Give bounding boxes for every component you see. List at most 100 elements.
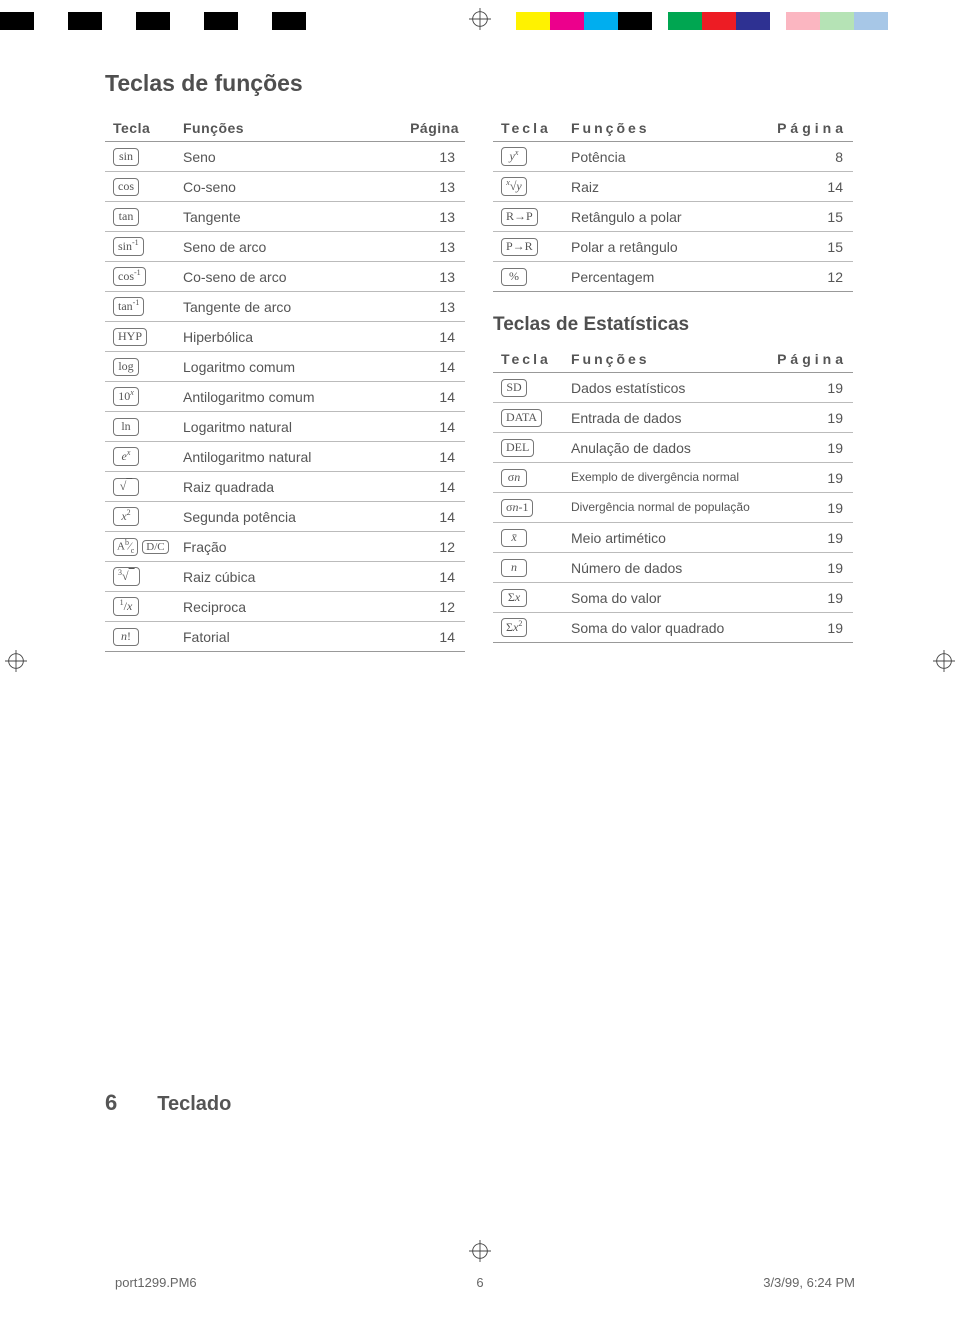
table-row: 3√ Raiz cúbica14 [105,562,465,592]
color-swatch [238,12,272,30]
table-row: lnLogaritmo natural14 [105,412,465,442]
table-row: x2Segunda potência14 [105,502,465,532]
table-row: sin-1Seno de arco13 [105,232,465,262]
key-cell: ex [105,442,175,472]
key-cell: cos [105,172,175,202]
color-swatch [854,12,888,30]
function-cell: Raiz cúbica [175,562,402,592]
page-footer: 6 Teclado [105,1090,231,1116]
function-cell: Raiz [563,172,769,202]
function-cell: Meio artimético [563,523,769,553]
table-row: 10xAntilogaritmo comum14 [105,382,465,412]
page-cell: 14 [769,172,853,202]
registration-mark-icon [468,1240,492,1264]
function-cell: Tangente [175,202,402,232]
table-row: 1/xReciproca12 [105,592,465,622]
table-row: R→PRetângulo a polar15 [493,202,853,232]
function-cell: Soma do valor [563,583,769,613]
function-cell: Segunda potência [175,502,402,532]
page-cell: 19 [769,463,853,493]
key-cell: σn-1 [493,493,563,523]
color-swatch [652,12,668,30]
table-row: DELAnulação de dados19 [493,433,853,463]
color-swatch [736,12,770,30]
key-cell: P→R [493,232,563,262]
color-swatch [272,12,306,30]
function-cell: Logaritmo comum [175,352,402,382]
color-swatch [102,12,136,30]
registration-mark-icon [468,8,492,32]
key-cell: Ab⁄c D/C [105,532,175,562]
function-cell: Antilogaritmo comum [175,382,402,412]
key-cell: 1/x [105,592,175,622]
meta-page: 6 [476,1275,483,1290]
key-cell: tan [105,202,175,232]
key-cell: sin-1 [105,232,175,262]
key-cell: ln [105,412,175,442]
function-cell: Fração [175,532,402,562]
key-cell: √ [105,472,175,502]
function-cell: Número de dados [563,553,769,583]
page-cell: 8 [769,142,853,172]
function-cell: Dados estatísticos [563,373,769,403]
key-cell: x2 [105,502,175,532]
function-cell: Exemplo de divergência normal [563,463,769,493]
key-cell: Σx2 [493,613,563,643]
table-row: tan-1Tangente de arco13 [105,292,465,322]
col-header-pagina: Página [769,346,853,373]
color-swatch [34,12,68,30]
page-cell: 19 [769,403,853,433]
color-swatch [668,12,702,30]
function-keys-table-left: Tecla Funções Página sinSeno13cosCo-seno… [105,115,465,652]
page-cell: 15 [769,202,853,232]
function-cell: Logaritmo natural [175,412,402,442]
function-keys-table-right: Tecla Funções Página yxPotência8x√yRaiz1… [493,115,853,292]
table-row: DATAEntrada de dados19 [493,403,853,433]
page-cell: 14 [402,412,465,442]
page-cell: 19 [769,583,853,613]
page-cell: 14 [402,442,465,472]
color-swatch [204,12,238,30]
page-cell: 14 [402,322,465,352]
key-cell: σn [493,463,563,493]
table-row: HYPHiperbólica14 [105,322,465,352]
function-cell: Potência [563,142,769,172]
page-cell: 19 [769,613,853,643]
col-header-tecla: Tecla [493,115,563,142]
registration-mark-icon [4,650,28,674]
page-cell: 12 [402,592,465,622]
page-number: 6 [105,1090,117,1116]
function-cell: Percentagem [563,262,769,292]
table-row: n!Fatorial14 [105,622,465,652]
key-cell: % [493,262,563,292]
table-row: √ Raiz quadrada14 [105,472,465,502]
table-row: yxPotência8 [493,142,853,172]
page-cell: 13 [402,292,465,322]
page-cell: 19 [769,553,853,583]
function-cell: Soma do valor quadrado [563,613,769,643]
table-row: x√yRaiz14 [493,172,853,202]
table-row: Σx2Soma do valor quadrado19 [493,613,853,643]
page-cell: 14 [402,382,465,412]
color-swatch [820,12,854,30]
function-cell: Seno de arco [175,232,402,262]
table-row: %Percentagem12 [493,262,853,292]
print-metadata: port1299.PM6 6 3/3/99, 6:24 PM [115,1275,855,1290]
col-header-funcoes: Funções [175,115,402,142]
page-cell: 14 [402,622,465,652]
col-header-funcoes: Funções [563,115,769,142]
table-row: σn-1Divergência normal de população19 [493,493,853,523]
page-cell: 12 [769,262,853,292]
left-column: Tecla Funções Página sinSeno13cosCo-seno… [105,115,465,652]
key-cell: R→P [493,202,563,232]
color-swatch [516,12,550,30]
key-cell: sin [105,142,175,172]
key-cell: 10x [105,382,175,412]
function-cell: Hiperbólica [175,322,402,352]
table-row: SDDados estatísticos19 [493,373,853,403]
color-swatch [702,12,736,30]
table-row: tanTangente13 [105,202,465,232]
page-cell: 13 [402,142,465,172]
page-cell: 14 [402,352,465,382]
color-swatch [786,12,820,30]
